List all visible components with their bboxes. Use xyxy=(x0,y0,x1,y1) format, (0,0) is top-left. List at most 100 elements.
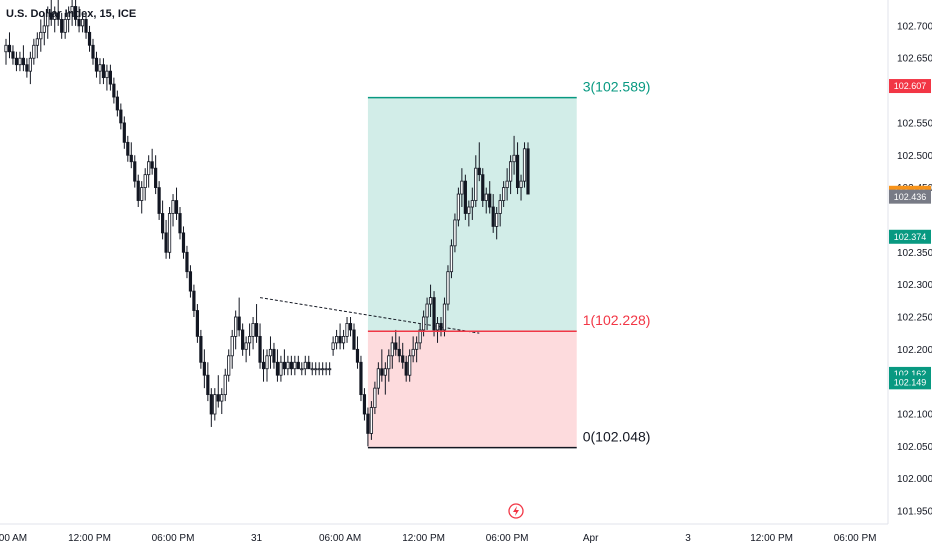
price-tick-label: 102.250 xyxy=(897,312,932,323)
candle xyxy=(366,407,370,447)
candle xyxy=(223,368,227,402)
candle-body xyxy=(84,19,88,33)
candle-body xyxy=(324,368,328,371)
candle-body xyxy=(404,361,408,376)
candle xyxy=(74,0,78,26)
time-tick-label: 06:00 AM xyxy=(0,533,27,544)
candle xyxy=(453,213,457,253)
candle xyxy=(14,51,19,72)
candle xyxy=(251,316,255,350)
candle-body xyxy=(206,374,210,396)
candle-body xyxy=(39,31,43,40)
candle xyxy=(122,116,126,149)
candle-body xyxy=(359,361,363,396)
candle xyxy=(338,323,342,350)
candle xyxy=(307,355,311,370)
candle-body xyxy=(223,374,227,396)
candle xyxy=(408,349,412,382)
candle-body xyxy=(234,316,238,337)
candle xyxy=(147,155,151,188)
candle xyxy=(495,207,499,240)
candle-body xyxy=(300,368,304,371)
candle-body xyxy=(272,348,276,363)
candle-body xyxy=(4,44,8,53)
candle-body xyxy=(77,19,81,27)
candle-body xyxy=(519,180,523,189)
candle-body xyxy=(376,368,380,389)
price-tick-label: 102.050 xyxy=(897,442,932,453)
candle-body xyxy=(418,329,422,344)
candle-body xyxy=(512,154,516,163)
candle xyxy=(359,355,363,402)
candle-body xyxy=(230,335,234,357)
candle-body xyxy=(321,368,325,371)
candle-body xyxy=(352,329,356,350)
price-tag-label: 102.374 xyxy=(894,232,927,242)
lightning-icon[interactable] xyxy=(508,503,524,519)
candle xyxy=(355,336,360,369)
candle xyxy=(432,291,436,337)
candle xyxy=(67,6,71,33)
candle xyxy=(164,219,168,259)
price-tag-label: 102.149 xyxy=(894,378,927,388)
candle xyxy=(474,155,478,208)
candle-body xyxy=(126,141,130,156)
candle-body xyxy=(373,387,377,408)
price-tag: 102.607 xyxy=(889,79,931,94)
candle xyxy=(91,38,95,65)
candle xyxy=(334,329,339,350)
price-tag-bg xyxy=(889,375,931,390)
candle xyxy=(522,142,527,188)
candle xyxy=(300,362,304,376)
candle xyxy=(421,310,426,337)
candle xyxy=(136,174,140,208)
candle-body xyxy=(442,303,447,331)
candle-body xyxy=(453,219,457,247)
candle xyxy=(160,200,165,240)
candle-body xyxy=(136,180,140,201)
candle-body xyxy=(366,413,370,434)
candle-body xyxy=(435,323,440,331)
candle-body xyxy=(150,161,154,169)
price-axis[interactable]: 102.700102.650102.550102.500102.450102.3… xyxy=(897,21,932,517)
candle xyxy=(289,355,293,376)
candle xyxy=(390,336,394,369)
candle-body xyxy=(192,290,196,311)
time-axis[interactable]: 06:00 AM 12:00 PM 06:00 PM 31 06:00 AM 12:00 … xyxy=(0,533,877,544)
candle xyxy=(314,362,318,376)
candle-body xyxy=(80,19,85,27)
candle-body xyxy=(202,361,206,376)
candle-body xyxy=(449,245,454,273)
candle-body xyxy=(439,323,443,331)
candle xyxy=(418,323,422,350)
candle xyxy=(42,12,46,46)
candle-body xyxy=(394,342,398,350)
candle xyxy=(296,355,300,370)
candle xyxy=(60,12,64,39)
candle-body xyxy=(491,206,495,227)
candle xyxy=(35,32,39,59)
candle-body xyxy=(362,394,367,415)
candle-body xyxy=(119,109,123,124)
chart-title: U.S. Dollar Index, 15, ICE xyxy=(6,8,137,20)
candle xyxy=(446,265,450,311)
candle xyxy=(94,51,99,78)
candle-body xyxy=(147,161,151,176)
candle xyxy=(508,155,513,195)
candle xyxy=(143,168,147,201)
candle xyxy=(401,342,405,369)
candle xyxy=(241,323,245,356)
candle xyxy=(380,349,384,382)
trendline-layer[interactable] xyxy=(259,297,480,334)
candle-body xyxy=(70,6,74,14)
candle xyxy=(63,12,67,39)
dashed-trendline[interactable] xyxy=(259,297,480,334)
candle-body xyxy=(143,174,147,189)
candle xyxy=(195,304,199,343)
candle-body xyxy=(164,232,168,253)
candle xyxy=(324,362,328,376)
candle xyxy=(105,64,109,91)
time-tick-label: 12:00 PM xyxy=(68,533,111,544)
candle-body xyxy=(328,368,332,371)
